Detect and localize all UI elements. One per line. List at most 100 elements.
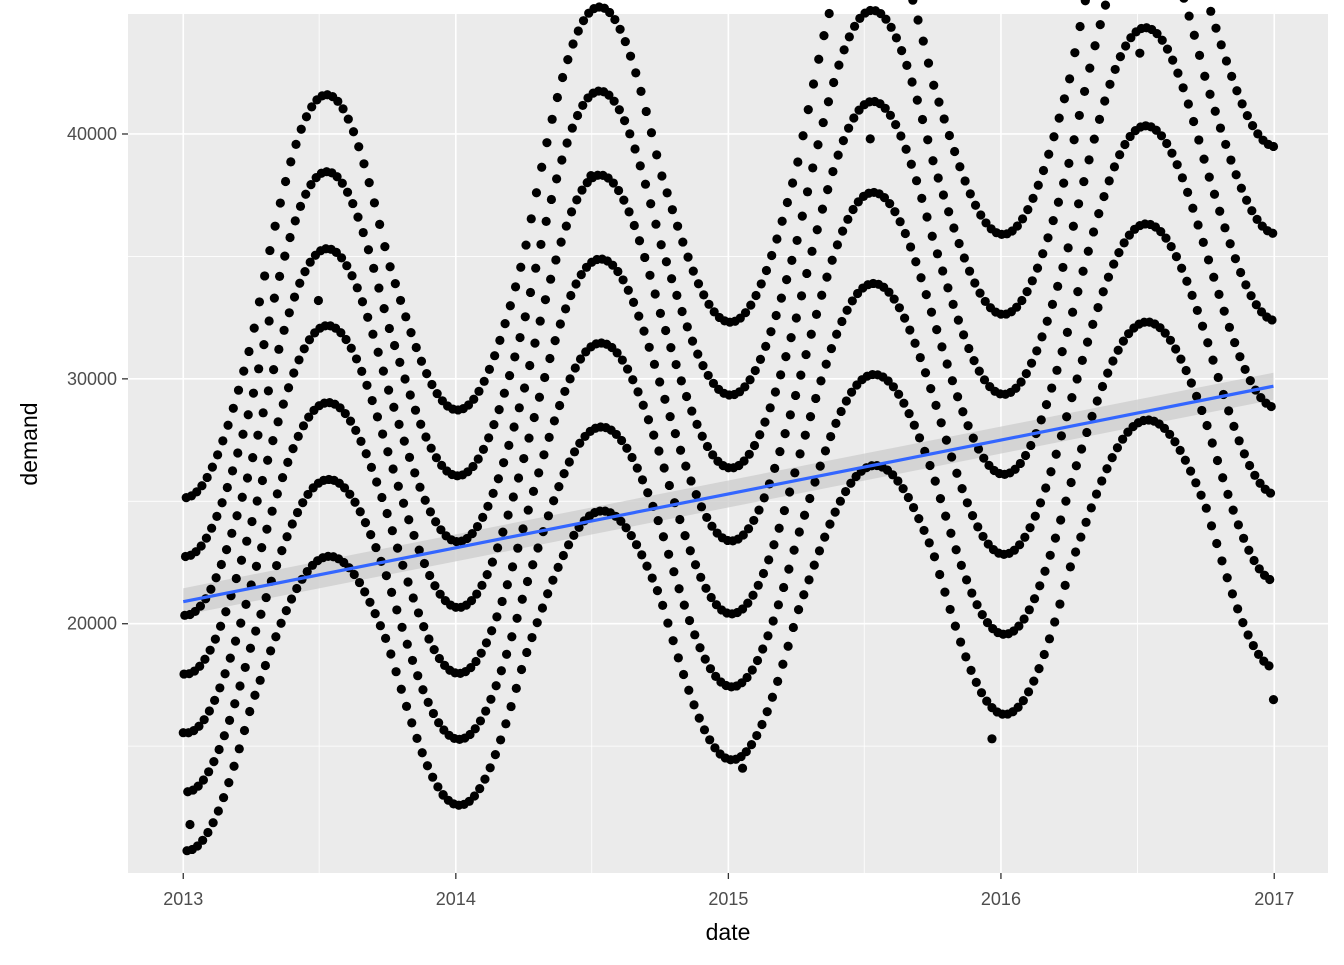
data-point [935,494,946,504]
data-point [967,511,978,521]
data-point [658,532,669,542]
data-point [822,272,832,282]
data-point [230,636,241,646]
data-point [1171,344,1181,354]
data-point [202,472,212,483]
data-point [524,433,534,443]
data-point [537,603,548,613]
data-point [351,354,362,364]
data-point [814,54,824,64]
data-point [478,444,489,455]
data-point [285,232,295,243]
data-point [946,528,956,538]
data-point [705,664,716,674]
data-point [416,356,427,366]
data-point [1191,478,1201,488]
data-point [245,643,256,653]
data-point [740,382,750,392]
data-point [277,472,288,483]
data-point [375,621,385,631]
data-point [1157,35,1167,45]
data-point [286,594,297,604]
data-point [891,120,901,130]
data-point [930,476,940,486]
data-point [471,656,481,667]
data-point [540,372,550,383]
data-point [277,546,287,556]
data-point [1159,423,1170,434]
data-point [681,461,691,471]
data-point [307,102,317,112]
data-point [634,236,645,246]
data-point [1209,272,1219,282]
data-point [777,216,787,226]
data-point [1265,574,1275,585]
data-point [238,429,248,439]
data-point [494,405,504,415]
data-point [272,560,282,571]
data-point [943,283,953,293]
data-point [903,492,913,503]
data-point [808,79,819,89]
data-point [245,706,255,717]
data-point [350,497,360,507]
data-point [1248,640,1258,651]
data-point [493,474,503,484]
data-point [1254,564,1264,574]
data-point [1225,239,1235,249]
data-point [563,540,574,550]
data-point [193,781,203,791]
data-point [1097,381,1108,392]
data-point [540,295,551,305]
data-point [611,429,621,440]
data-point [251,626,261,636]
data-point [844,123,854,133]
data-point [1238,618,1248,628]
data-point [947,376,957,386]
data-point [804,575,814,585]
data-point [909,420,919,430]
data-point [740,308,751,318]
data-point [1235,352,1245,362]
data-point [904,408,914,419]
data-point [691,490,701,500]
data-point [838,136,848,146]
data-point [280,176,291,187]
data-point [1103,272,1114,282]
data-point [1043,233,1053,243]
data-point [228,403,238,413]
data-point [197,481,207,491]
data-point [1115,150,1125,160]
data-point [842,305,852,315]
data-point [1076,444,1087,454]
data-point [395,295,406,306]
data-point [637,550,647,560]
data-point [1243,630,1253,640]
data-point [1230,337,1240,348]
data-point [1170,437,1180,447]
data-point [249,323,259,333]
data-point [1033,180,1043,190]
data-point [301,189,311,199]
data-point [741,747,751,757]
data-point [752,655,763,666]
data-point [637,475,648,485]
data-point [510,352,520,362]
data-point [1075,21,1085,32]
data-point [286,157,296,167]
data-point [289,292,300,302]
data-point [1197,321,1208,331]
data-point [364,178,374,188]
data-point [243,410,253,420]
data-point [419,558,430,569]
data-point [414,545,424,555]
data-point [1020,532,1030,542]
data-point [915,352,925,363]
data-point [1173,68,1183,78]
x-tick-label: 2014 [436,889,476,909]
data-point [815,461,825,471]
data-point [961,652,971,662]
data-point [1071,461,1081,471]
data-point [1239,533,1249,543]
data-point [1211,23,1221,33]
